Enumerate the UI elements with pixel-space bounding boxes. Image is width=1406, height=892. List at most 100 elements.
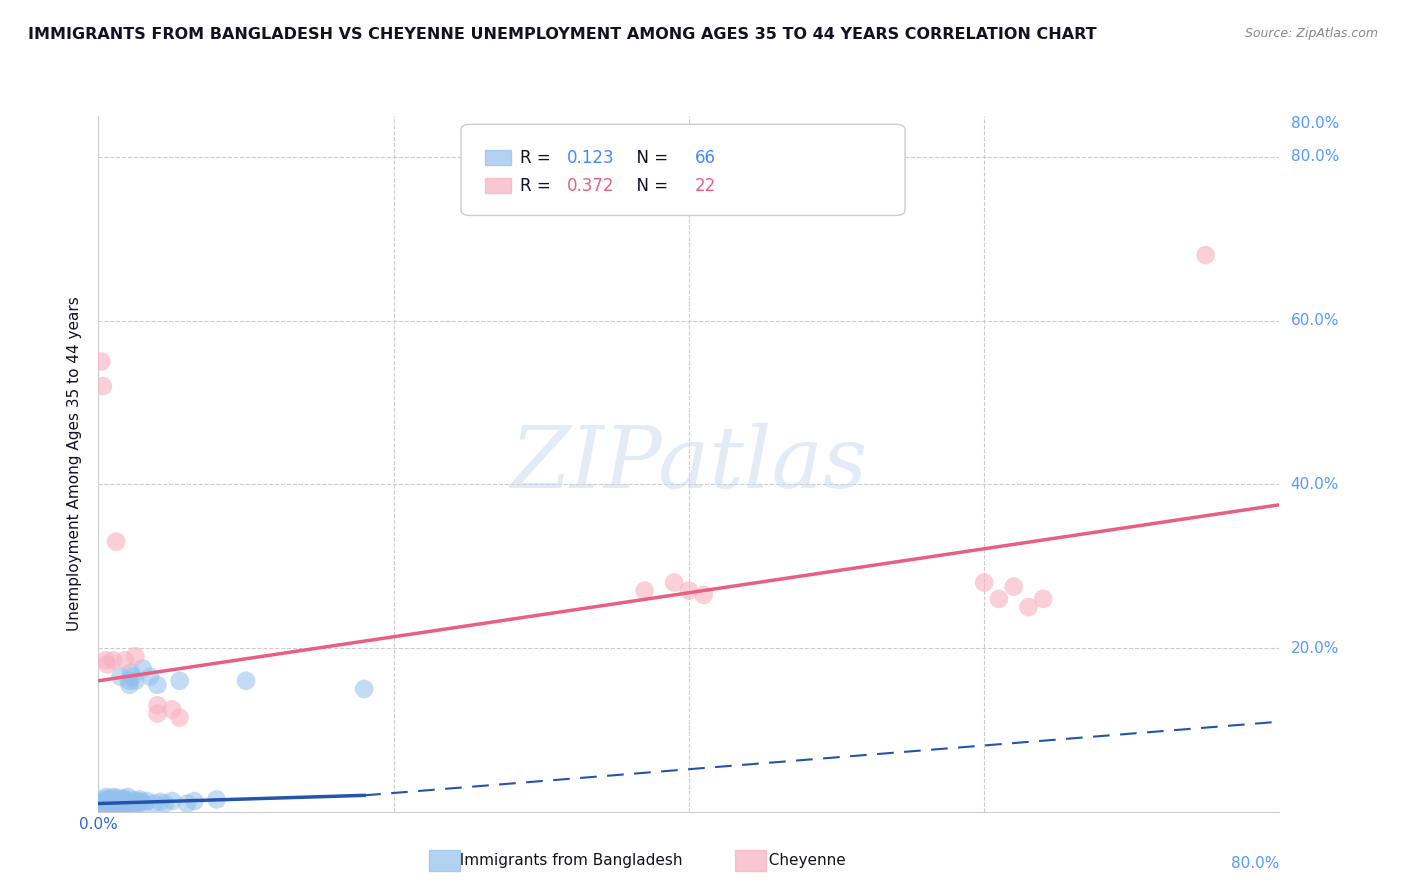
- Text: R =: R =: [520, 149, 555, 167]
- Point: [353, 681, 375, 696]
- FancyBboxPatch shape: [429, 850, 460, 871]
- Text: Immigrants from Bangladesh: Immigrants from Bangladesh: [450, 854, 682, 868]
- Point: [103, 797, 125, 811]
- Point: [98, 797, 121, 812]
- Point: [162, 702, 183, 716]
- Point: [143, 797, 166, 811]
- Point: [146, 706, 169, 721]
- Point: [1017, 600, 1039, 615]
- Point: [89, 798, 111, 813]
- Point: [100, 799, 122, 814]
- Point: [111, 798, 134, 813]
- Point: [114, 792, 136, 806]
- Point: [105, 534, 128, 549]
- Text: Source: ZipAtlas.com: Source: ZipAtlas.com: [1244, 27, 1378, 40]
- Point: [149, 795, 172, 809]
- Point: [97, 799, 120, 814]
- Point: [132, 661, 155, 675]
- Point: [104, 792, 127, 806]
- Text: N =: N =: [626, 149, 673, 167]
- Point: [111, 793, 134, 807]
- Text: 0.123: 0.123: [567, 149, 614, 167]
- Point: [97, 795, 120, 809]
- Point: [103, 653, 125, 667]
- Point: [146, 698, 169, 713]
- Point: [91, 795, 114, 809]
- Point: [115, 799, 138, 814]
- Point: [169, 710, 191, 724]
- Point: [108, 793, 131, 807]
- Point: [678, 583, 700, 598]
- Point: [115, 794, 138, 808]
- Point: [127, 797, 149, 811]
- FancyBboxPatch shape: [735, 850, 766, 871]
- Point: [205, 792, 228, 806]
- Point: [121, 670, 143, 684]
- Point: [114, 797, 136, 812]
- Point: [105, 799, 128, 814]
- Text: R =: R =: [520, 177, 555, 194]
- Point: [91, 379, 114, 393]
- Point: [112, 791, 135, 805]
- Point: [122, 798, 145, 813]
- Point: [1032, 591, 1054, 606]
- Point: [136, 794, 159, 808]
- Y-axis label: Unemployment Among Ages 35 to 44 years: Unemployment Among Ages 35 to 44 years: [67, 296, 83, 632]
- Point: [120, 795, 142, 809]
- Text: 80.0%: 80.0%: [1291, 116, 1339, 131]
- Point: [118, 678, 141, 692]
- Point: [100, 794, 122, 808]
- Point: [987, 591, 1010, 606]
- Point: [93, 799, 115, 814]
- Point: [633, 583, 655, 598]
- Point: [125, 794, 148, 808]
- Point: [96, 657, 118, 672]
- Point: [108, 797, 131, 812]
- Point: [122, 793, 145, 807]
- Text: 0.372: 0.372: [567, 177, 614, 194]
- FancyBboxPatch shape: [485, 178, 510, 194]
- Point: [103, 789, 125, 804]
- Point: [91, 797, 114, 811]
- Point: [693, 588, 716, 602]
- Point: [235, 673, 257, 688]
- Point: [664, 575, 686, 590]
- Point: [96, 793, 118, 807]
- Point: [973, 575, 995, 590]
- Point: [139, 670, 162, 684]
- Point: [183, 794, 205, 808]
- Text: 60.0%: 60.0%: [1291, 313, 1339, 328]
- Point: [1002, 580, 1025, 594]
- Point: [169, 673, 191, 688]
- Point: [121, 797, 143, 812]
- Text: N =: N =: [626, 177, 673, 194]
- Text: 66: 66: [695, 149, 716, 167]
- FancyBboxPatch shape: [485, 150, 510, 165]
- Point: [90, 354, 112, 368]
- Text: 80.0%: 80.0%: [1291, 149, 1339, 164]
- Point: [94, 789, 117, 804]
- Point: [128, 792, 150, 806]
- Text: IMMIGRANTS FROM BANGLADESH VS CHEYENNE UNEMPLOYMENT AMONG AGES 35 TO 44 YEARS CO: IMMIGRANTS FROM BANGLADESH VS CHEYENNE U…: [28, 27, 1097, 42]
- Point: [120, 665, 142, 680]
- Text: ZIPatlas: ZIPatlas: [510, 423, 868, 505]
- Point: [107, 797, 129, 811]
- Point: [93, 792, 115, 806]
- Point: [117, 797, 139, 811]
- Point: [153, 797, 176, 811]
- FancyBboxPatch shape: [461, 124, 905, 216]
- Point: [110, 670, 132, 684]
- Text: 80.0%: 80.0%: [1232, 856, 1279, 871]
- Text: 40.0%: 40.0%: [1291, 477, 1339, 491]
- Point: [124, 673, 146, 688]
- Point: [104, 798, 127, 813]
- Point: [112, 797, 135, 811]
- Point: [98, 791, 121, 805]
- Point: [105, 794, 128, 808]
- Point: [96, 798, 118, 813]
- Point: [94, 653, 117, 667]
- Point: [134, 797, 156, 811]
- Point: [146, 678, 169, 692]
- Point: [162, 794, 183, 808]
- Point: [124, 649, 146, 664]
